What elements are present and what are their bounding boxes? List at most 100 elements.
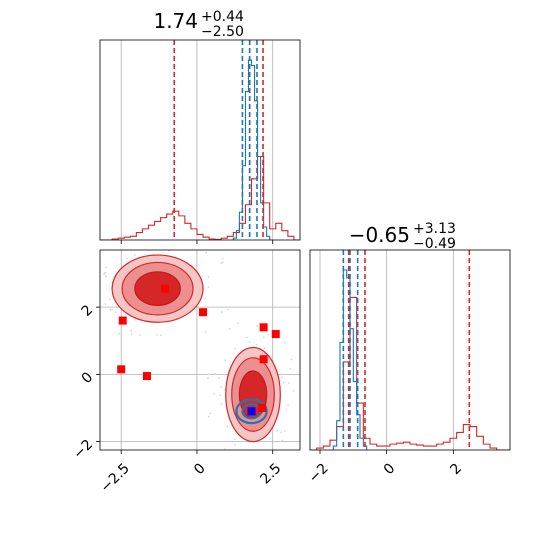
bl-scatter-dot bbox=[256, 325, 259, 327]
bl-scatter-dot bbox=[91, 268, 93, 270]
bl-scatter-dot bbox=[214, 372, 216, 375]
bl-scatter-dot bbox=[281, 376, 284, 379]
bl-scatter-dot bbox=[280, 372, 283, 375]
panel-top-left: 1.74 +0.44 −2.50 bbox=[99, 9, 301, 244]
top-left-title-value: 1.74 bbox=[153, 9, 198, 33]
bl-scatter-dot bbox=[130, 329, 133, 332]
bl-red-marker-5 bbox=[259, 323, 268, 332]
bl-red-marker-6 bbox=[271, 330, 280, 339]
top-left-grid bbox=[120, 40, 274, 240]
bl-scatter-dot bbox=[220, 262, 223, 265]
bl-scatter-dot bbox=[97, 285, 99, 287]
bl-scatter-dot bbox=[130, 333, 133, 335]
bl-scatter-dot bbox=[245, 336, 248, 339]
bl-scatter-dot bbox=[204, 297, 207, 300]
bl-scatter-dot bbox=[276, 429, 279, 432]
bl-scatter-dot bbox=[219, 394, 222, 397]
bl-scatter-dot bbox=[281, 439, 284, 442]
bl-scatter-dot bbox=[208, 373, 210, 376]
bl-scatter-dot bbox=[280, 431, 283, 434]
bl-red-marker-8 bbox=[258, 403, 267, 412]
bl-scatter-dot bbox=[193, 238, 195, 240]
bl-scatter-dot bbox=[224, 448, 227, 450]
bl-scatter-dot bbox=[267, 333, 270, 336]
top-left-histograms bbox=[100, 59, 300, 240]
bl-scatter-dot bbox=[220, 403, 223, 406]
br-tick-label-x-2: 2 bbox=[447, 460, 465, 478]
br-hist-series-1 bbox=[332, 269, 368, 450]
bl-scatter-dot bbox=[126, 257, 129, 260]
bl-tick-label-y-0: −2 bbox=[70, 437, 96, 463]
bottom-right-ticks: −2 0 2 bbox=[306, 450, 465, 486]
bl-scatter-dot bbox=[108, 298, 111, 301]
bl-scatter-dot bbox=[282, 381, 285, 384]
bl-scatter-dot bbox=[207, 286, 210, 288]
top-left-frame bbox=[99, 39, 301, 241]
bl-red-marker-0 bbox=[161, 284, 170, 293]
bl-scatter-dot bbox=[206, 377, 209, 380]
bl-scatter-dot bbox=[168, 250, 170, 252]
bl-scatter-dot bbox=[205, 251, 208, 254]
top-left-ticks bbox=[120, 240, 274, 244]
bottom-left-contours bbox=[87, 232, 295, 459]
bl-scatter-dot bbox=[105, 266, 108, 269]
bl-scatter-dot bbox=[288, 382, 290, 384]
bl-scatter-dot bbox=[195, 246, 197, 248]
bottom-left-markers bbox=[117, 284, 280, 416]
bl-scatter-dot bbox=[218, 377, 220, 379]
bottom-right-histograms bbox=[310, 269, 510, 450]
bottom-left-frame bbox=[99, 249, 301, 451]
panel-bottom-left: −2.5 0 2.5 −2 0 2 bbox=[70, 232, 301, 496]
bl-scatter-dot bbox=[104, 303, 107, 305]
bottom-right-title-lower: −0.49 bbox=[413, 236, 456, 252]
bl-scatter-dot bbox=[224, 359, 226, 362]
bl-scatter-dot bbox=[226, 425, 229, 428]
tl-hist-series-1 bbox=[232, 59, 271, 240]
bl-scatter-dot bbox=[118, 332, 121, 335]
bl-scatter-dot bbox=[220, 386, 223, 388]
bl-scatter-dot bbox=[149, 232, 151, 234]
bl-red-marker-7 bbox=[259, 355, 268, 364]
bl-scatter-dot bbox=[292, 389, 295, 392]
bl-red-marker-2 bbox=[118, 316, 127, 325]
bl-tick-label-y-2: 2 bbox=[79, 302, 97, 320]
top-left-title-lower: −2.50 bbox=[201, 24, 244, 40]
bl-scatter-dot bbox=[207, 415, 210, 418]
bl-scatter-dot bbox=[166, 236, 168, 238]
bottom-right-grid bbox=[319, 250, 454, 450]
bl-scatter-dot bbox=[244, 457, 246, 459]
bl-scatter-dot bbox=[234, 443, 237, 446]
bl-scatter-dot bbox=[155, 334, 158, 336]
bl-scatter-dot bbox=[289, 367, 292, 370]
bl-scatter-dot bbox=[290, 358, 293, 361]
bl-red-marker-1 bbox=[199, 308, 208, 317]
bl-scatter-dot bbox=[104, 271, 107, 274]
bl-blue-contour-outer bbox=[235, 398, 268, 425]
bl-scatter-dot bbox=[234, 437, 236, 440]
bl-scatter-dot bbox=[204, 331, 207, 334]
bl-scatter-dot bbox=[87, 273, 89, 275]
bl-scatter-dot bbox=[111, 308, 114, 311]
bl-scatter-dot bbox=[248, 341, 251, 343]
bl-scatter-dot bbox=[162, 234, 164, 236]
bl-scatter-dot bbox=[223, 373, 226, 376]
bl-scatter-dot bbox=[88, 300, 90, 302]
br-tick-label-x-0: −2 bbox=[306, 460, 332, 486]
bl-scatter-dot bbox=[285, 408, 288, 411]
top-left-title-upper: +0.44 bbox=[201, 9, 244, 25]
bl-scatter-dot bbox=[228, 328, 231, 330]
bottom-right-quantile-lines bbox=[342, 250, 471, 450]
bl-blue-marker bbox=[247, 407, 256, 416]
bl-scatter-dot bbox=[139, 334, 142, 336]
br-tick-label-x-1: 0 bbox=[381, 460, 399, 478]
bl-scatter-dot bbox=[109, 309, 112, 312]
bl-scatter-dot bbox=[133, 254, 136, 256]
bl-red-contour-0-2 bbox=[134, 271, 181, 307]
bl-scatter-dot bbox=[104, 275, 107, 278]
bl-red-marker-4 bbox=[142, 372, 151, 381]
bl-scatter-dot bbox=[227, 308, 230, 311]
panel-bottom-right: −2 0 2 −0.65 +3.13 −0.49 bbox=[306, 221, 511, 486]
bl-scatter-dot bbox=[284, 430, 286, 433]
bl-scatter-dot bbox=[237, 322, 239, 324]
